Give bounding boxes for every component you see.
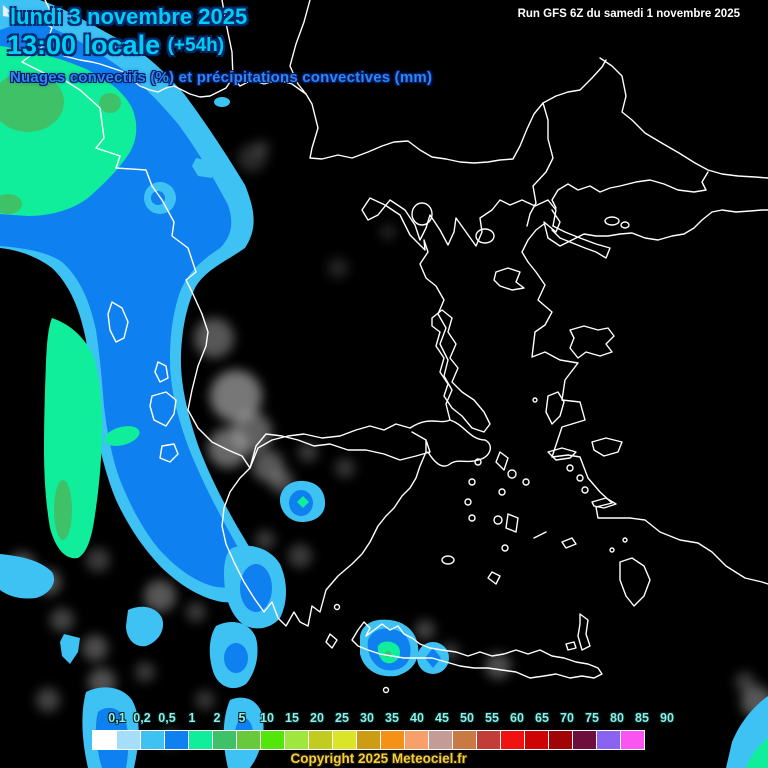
legend-color-box — [164, 730, 189, 750]
legend-value-label: 80 — [610, 711, 624, 725]
legend-color-box — [524, 730, 549, 750]
legend-color-box — [500, 730, 525, 750]
legend-color-box — [356, 730, 381, 750]
legend-color-box — [188, 730, 213, 750]
legend-value-label: 10 — [260, 711, 274, 725]
legend-value-label: 60 — [510, 711, 524, 725]
legend-color-box — [596, 730, 621, 750]
coastline-layer — [21, 0, 768, 694]
legend-color-box — [116, 730, 141, 750]
legend-value-label: 50 — [460, 711, 474, 725]
cursor-icon — [2, 4, 12, 18]
legend-color-box — [404, 730, 429, 750]
legend-color-box — [452, 730, 477, 750]
legend-color-box — [620, 730, 645, 750]
legend-value-label: 35 — [385, 711, 399, 725]
legend-value-label: 0,1 — [108, 711, 126, 725]
legend-value-label: 0,2 — [133, 711, 151, 725]
legend-color-box — [284, 730, 309, 750]
legend-value-label: 5 — [238, 711, 246, 725]
legend-color-box — [380, 730, 405, 750]
legend-color-box — [260, 730, 285, 750]
legend-value-label: 90 — [660, 711, 674, 725]
legend-value-label: 30 — [360, 711, 374, 725]
legend-value-label: 70 — [560, 711, 574, 725]
legend-color-box — [236, 730, 261, 750]
legend-value-label: 45 — [435, 711, 449, 725]
legend-color-box — [428, 730, 453, 750]
legend-color-box — [308, 730, 333, 750]
model-run-info: Run GFS 6Z du samedi 1 novembre 2025 — [517, 8, 740, 20]
legend-color-box — [212, 730, 237, 750]
legend-value-label: 55 — [485, 711, 499, 725]
legend-value-label: 85 — [635, 711, 649, 725]
legend-value-label: 40 — [410, 711, 424, 725]
legend-color-box — [476, 730, 501, 750]
legend-value-label: 2 — [213, 711, 221, 725]
legend-color-box — [548, 730, 573, 750]
legend-color-box — [332, 730, 357, 750]
map-subtitle: Nuages convectifs (%) et précipitations … — [10, 69, 433, 86]
forecast-offset: (+54h) — [167, 35, 225, 56]
legend-value-label: 1 — [188, 711, 196, 725]
legend-value-label: 20 — [310, 711, 324, 725]
legend-color-box — [572, 730, 597, 750]
legend-color-box — [92, 730, 117, 750]
time-title: 13:00 locale (+54h) — [7, 30, 224, 61]
legend-value-label: 15 — [285, 711, 299, 725]
precipitation-legend — [92, 730, 645, 750]
local-time: 13:00 locale — [7, 30, 168, 60]
legend-value-label: 65 — [535, 711, 549, 725]
date-title: lundi 3 novembre 2025 — [10, 4, 248, 29]
legend-value-label: 0,5 — [158, 711, 176, 725]
legend-value-label: 75 — [585, 711, 599, 725]
legend-value-label: 25 — [335, 711, 349, 725]
legend-color-box — [140, 730, 165, 750]
copyright-text: Copyright 2025 Meteociel.fr — [290, 751, 467, 766]
